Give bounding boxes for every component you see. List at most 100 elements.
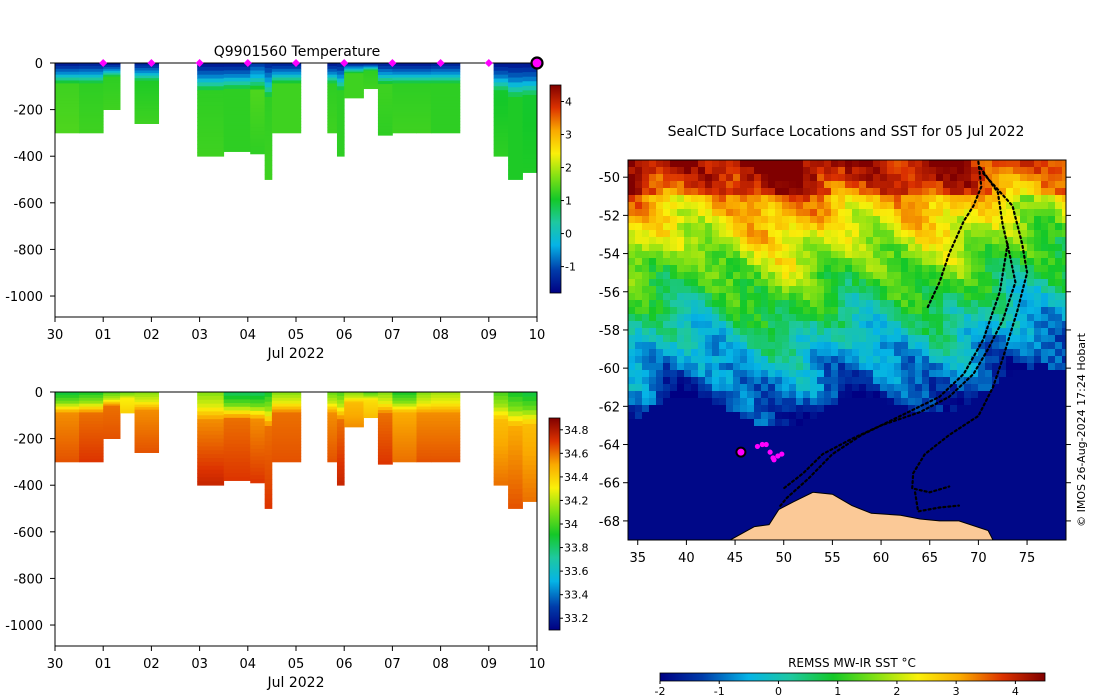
sst-cell — [684, 398, 691, 405]
sst-cell — [705, 174, 712, 181]
sst-cell — [1041, 447, 1048, 454]
sst-cell — [635, 419, 642, 426]
sst-cell — [824, 349, 831, 356]
profile-cell — [508, 474, 523, 480]
profile-cell — [250, 134, 266, 140]
sst-cell — [782, 258, 789, 265]
sst-cell — [908, 328, 915, 335]
sst-cell — [719, 300, 726, 307]
sst-cell — [628, 300, 635, 307]
profile-column — [344, 392, 364, 428]
sst-cell — [971, 335, 978, 342]
profile-cell — [522, 419, 538, 425]
sst-cell — [768, 237, 775, 244]
profile-cell — [522, 81, 538, 87]
sst-cell — [817, 433, 824, 440]
sst-cell — [747, 188, 754, 195]
sst-cell — [873, 349, 880, 356]
x-tick-label: 05 — [288, 328, 305, 343]
sst-cell — [733, 223, 740, 230]
sst-cell — [964, 202, 971, 209]
sst-cell — [656, 398, 663, 405]
sst-cell — [670, 195, 677, 202]
sst-cell — [950, 195, 957, 202]
sst-cell — [663, 335, 670, 342]
sst-cell — [740, 174, 747, 181]
sst-cell — [887, 510, 894, 517]
y-tick-label: -200 — [13, 433, 43, 448]
sst-cell — [908, 489, 915, 496]
sst-cell — [943, 496, 950, 503]
sst-cell — [670, 419, 677, 426]
sst-cell — [824, 370, 831, 377]
sst-cell — [887, 307, 894, 314]
sst-cell — [838, 356, 845, 363]
sst-cell — [859, 482, 866, 489]
sst-cell — [887, 447, 894, 454]
sst-cell — [859, 307, 866, 314]
profile-cell — [327, 397, 338, 402]
sst-cell — [985, 293, 992, 300]
sst-cell — [754, 188, 761, 195]
sst-cell — [1006, 328, 1013, 335]
profile-cell — [416, 106, 432, 111]
sst-cell — [831, 356, 838, 363]
sst-cell — [859, 440, 866, 447]
sst-cell — [782, 321, 789, 328]
sst-cell — [705, 216, 712, 223]
sst-cell — [740, 160, 747, 167]
sst-cell — [789, 265, 796, 272]
sst-cell — [670, 202, 677, 209]
profile-cell — [336, 148, 345, 153]
sst-cell — [719, 251, 726, 258]
sst-cell — [838, 167, 845, 174]
profile-cell — [430, 447, 461, 451]
sst-cell — [1048, 349, 1055, 356]
sst-cell — [691, 384, 698, 391]
sst-cell — [1034, 510, 1041, 517]
sst-cell — [852, 272, 859, 279]
sst-cell — [789, 328, 796, 335]
sst-cell — [950, 349, 957, 356]
sst-cell — [719, 328, 726, 335]
profile-cell — [493, 97, 509, 103]
sst-cell — [754, 517, 761, 524]
sst-cell — [747, 447, 754, 454]
sst-cell — [908, 447, 915, 454]
sst-cell — [817, 391, 824, 398]
sst-cell — [936, 461, 943, 468]
sst-cell — [663, 202, 670, 209]
lon-tick-label: 65 — [921, 551, 938, 566]
sst-cell — [1041, 181, 1048, 188]
profile-column — [134, 392, 160, 453]
sst-cell — [754, 363, 761, 370]
profile-cell — [363, 73, 379, 76]
sst-cell — [754, 321, 761, 328]
profile-cell — [392, 400, 417, 405]
sst-cell — [1027, 314, 1034, 321]
sst-cell — [950, 300, 957, 307]
sst-cell — [712, 384, 719, 391]
sst-cell — [649, 300, 656, 307]
profile-cell — [522, 496, 538, 502]
sst-cell — [845, 377, 852, 384]
sst-cell — [859, 314, 866, 321]
sst-cell — [992, 405, 999, 412]
sst-cell — [726, 202, 733, 209]
sst-cell — [929, 335, 936, 342]
sst-cell — [1034, 251, 1041, 258]
sst-cell — [663, 188, 670, 195]
profile-cell — [197, 94, 225, 99]
sst-cell — [677, 482, 684, 489]
sst-cell — [943, 461, 950, 468]
sst-cell — [936, 384, 943, 391]
profile-cell — [336, 469, 345, 474]
profile-cell — [197, 90, 225, 95]
sst-cell — [719, 174, 726, 181]
sst-cell — [642, 503, 649, 510]
sst-cell — [929, 251, 936, 258]
temperature-x-axis: 30 01 02 03 04 05 06 07 08 09 10 — [47, 317, 545, 343]
sst-cell — [880, 279, 887, 286]
profile-cell — [377, 126, 393, 130]
profile-cell — [430, 86, 461, 90]
